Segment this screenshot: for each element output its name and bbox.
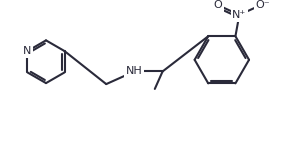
Text: NH: NH bbox=[126, 66, 143, 76]
Text: O⁻: O⁻ bbox=[255, 0, 270, 10]
Text: N⁺: N⁺ bbox=[232, 10, 247, 20]
Text: O: O bbox=[214, 0, 222, 10]
Text: N: N bbox=[23, 46, 32, 56]
